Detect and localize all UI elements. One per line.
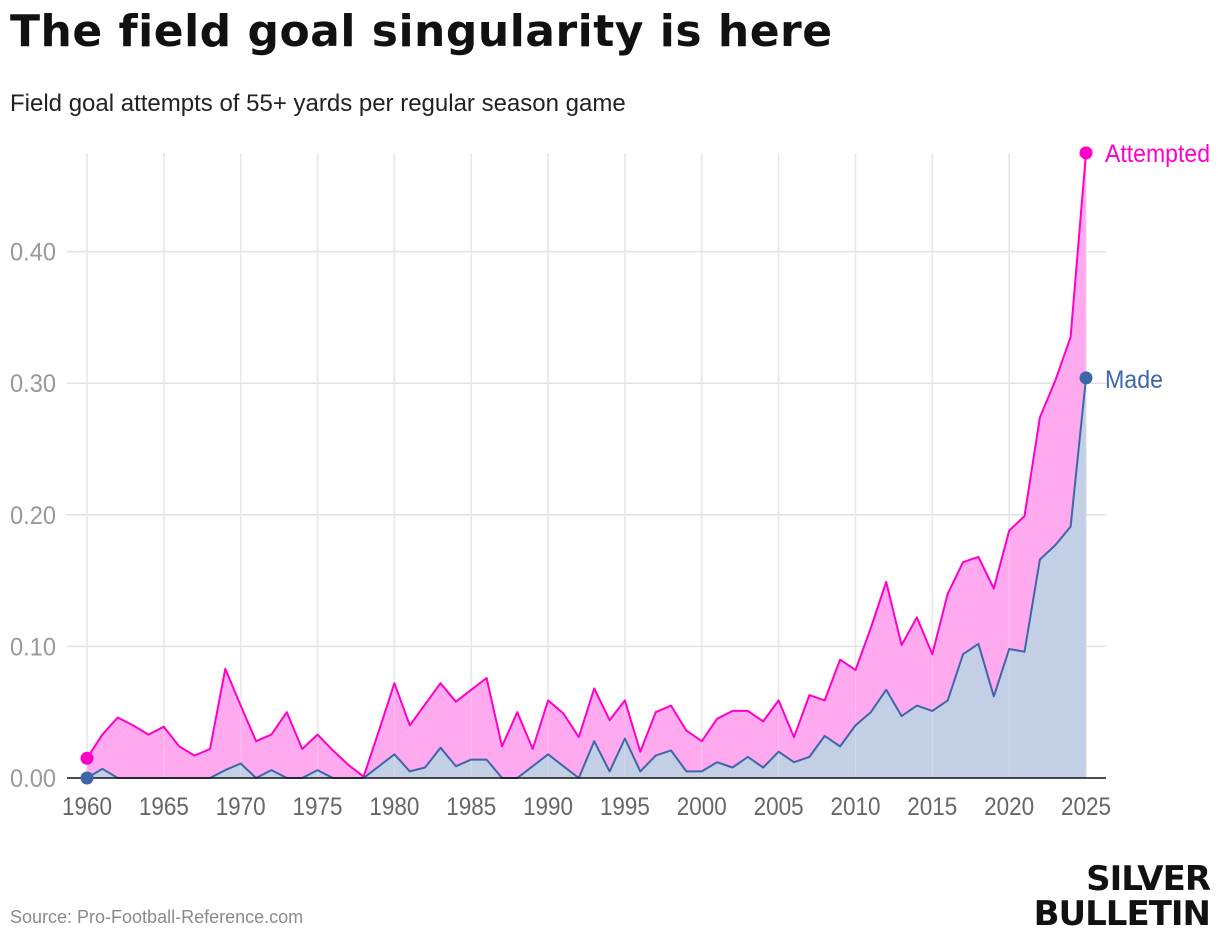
y-tick-label: 0.10 bbox=[10, 633, 56, 661]
attempted-line bbox=[86, 152, 1087, 778]
x-tick-label: 1975 bbox=[293, 793, 343, 821]
y-tick-label: 0.40 bbox=[10, 239, 56, 267]
attempted-series-label: Attempted bbox=[1105, 140, 1210, 168]
x-tick-label: 1965 bbox=[139, 793, 189, 821]
y-tick-label: 0.00 bbox=[10, 765, 56, 793]
brand-logo-line1: SILVER bbox=[1086, 859, 1211, 899]
source-note: Source: Pro-Football-Reference.com bbox=[10, 907, 304, 927]
chart-title: The field goal singularity is here bbox=[10, 6, 833, 57]
area-chart: 0.00 0.10 0.20 0.30 0.40 1960 1965 1970 1975 1980… bbox=[10, 139, 1210, 821]
x-tick-label: 2010 bbox=[830, 793, 880, 821]
x-tick-label: 1980 bbox=[369, 793, 419, 821]
made-end-dot bbox=[1079, 371, 1093, 385]
x-tick-label: 2005 bbox=[754, 793, 804, 821]
attempted-area bbox=[87, 152, 1086, 778]
x-tick-label: 1990 bbox=[523, 793, 573, 821]
attempted-end-dot bbox=[1079, 146, 1093, 160]
y-tick-label: 0.30 bbox=[10, 370, 56, 398]
x-tick-label: 2000 bbox=[677, 793, 727, 821]
x-tick-label: 1970 bbox=[216, 793, 266, 821]
x-tick-label: 1995 bbox=[600, 793, 650, 821]
x-tick-label: 2020 bbox=[984, 793, 1034, 821]
brand-logo-line2: BULLETIN bbox=[1033, 894, 1211, 934]
made-line bbox=[86, 377, 1087, 779]
y-tick-label: 0.20 bbox=[10, 502, 56, 530]
attempted-start-dot bbox=[80, 751, 94, 765]
chart-subtitle: Field goal attempts of 55+ yards per reg… bbox=[10, 90, 626, 117]
x-tick-label: 2025 bbox=[1061, 793, 1111, 821]
made-series-label: Made bbox=[1105, 366, 1163, 394]
brand-logo: SILVER BULLETIN bbox=[1033, 859, 1211, 934]
x-tick-label: 1985 bbox=[446, 793, 496, 821]
made-start-dot bbox=[80, 771, 94, 785]
x-tick-label: 2015 bbox=[907, 793, 957, 821]
x-tick-label: 1960 bbox=[62, 793, 112, 821]
made-area bbox=[87, 377, 1086, 778]
